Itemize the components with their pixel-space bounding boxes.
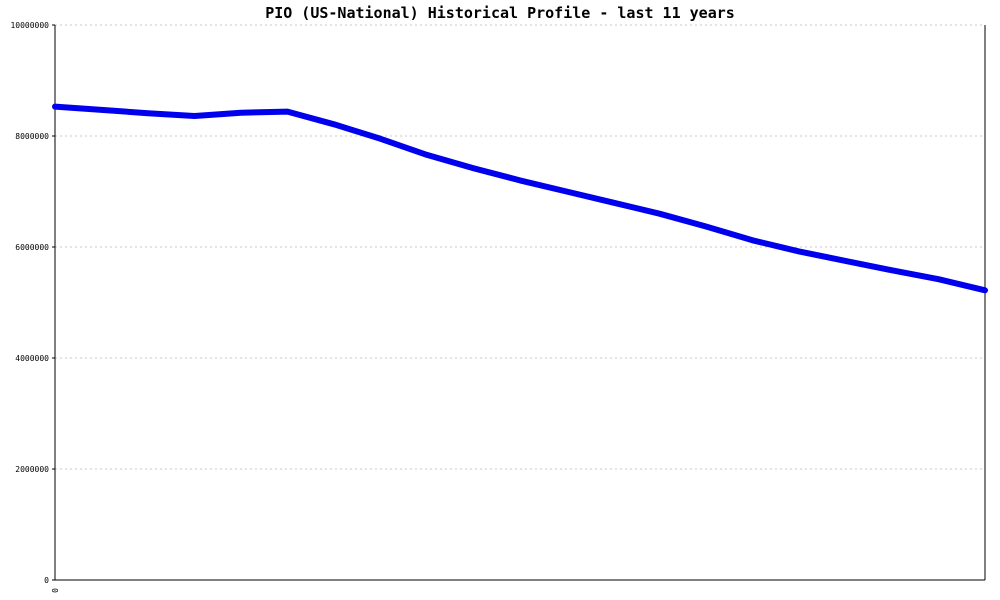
data-point: [473, 167, 474, 169]
data-point: [798, 250, 800, 252]
data-point: [938, 278, 939, 280]
axes: [52, 24, 986, 581]
y-tick-label: 10000000: [10, 21, 49, 30]
y-tick-label: 8000000: [15, 132, 49, 141]
data-point: [659, 213, 660, 215]
data-point: [54, 106, 56, 108]
grid-lines: [55, 24, 985, 470]
data-point: [984, 289, 986, 291]
tick-labels: 0 2000000 4000000 6000000 8000000 10000000 0: [10, 21, 60, 593]
data-point: [752, 239, 753, 241]
x-tick-label: 0: [51, 588, 60, 593]
y-tick-label: 2000000: [15, 465, 49, 474]
data-point: [287, 111, 288, 113]
data-point: [147, 112, 149, 114]
data-point: [519, 179, 521, 181]
data-point: [612, 202, 614, 204]
y-tick-label: 6000000: [15, 243, 49, 252]
data-point: [240, 112, 242, 114]
y-tick-label: 0: [44, 576, 49, 585]
y-tick-label: 4000000: [15, 354, 49, 363]
chart-title: PIO (US-National) Historical Profile - l…: [265, 4, 735, 22]
data-point: [705, 225, 707, 227]
data-point: [426, 154, 428, 156]
data-point: [566, 191, 567, 192]
data-point: [845, 260, 846, 262]
data-point: [891, 269, 893, 271]
series-layer: [52, 103, 988, 294]
data-point: [380, 138, 381, 140]
data-point: [194, 115, 195, 117]
data-point: [333, 123, 335, 125]
data-point: [101, 109, 102, 111]
series-line: [52, 103, 988, 294]
